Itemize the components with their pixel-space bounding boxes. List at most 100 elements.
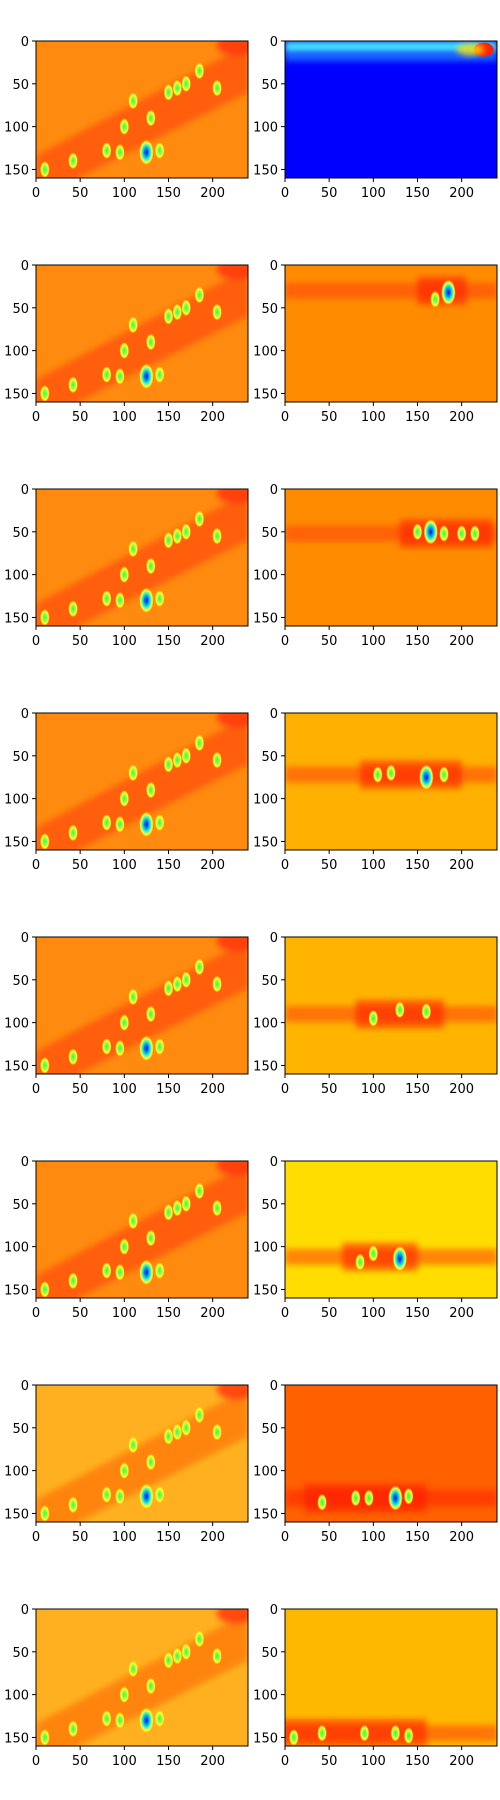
heatmap-blob [155,1038,165,1055]
y-tick-label: 0 [270,931,278,946]
heatmap-blob [68,376,78,393]
y-tick-label: 150 [253,163,278,178]
x-tick-label: 50 [72,1306,89,1321]
x-tick-label: 100 [361,1306,386,1321]
x-tick-label: 100 [112,1306,137,1321]
heatmap-blob [404,1488,414,1505]
x-tick-label: 100 [361,1530,386,1545]
heatmap-blob [68,1496,78,1513]
heatmap-blob [439,766,449,783]
heatmap-blob [355,1254,365,1271]
heatmap-blob [470,525,480,542]
x-tick-label: 200 [449,1530,474,1545]
y-tick-label: 150 [4,1283,29,1298]
x-tick-label: 100 [112,410,137,425]
heatmap-blob [391,1725,401,1742]
y-tick-label: 50 [261,750,278,765]
x-tick-label: 50 [321,634,338,649]
heatmap-blob [360,1725,370,1742]
x-tick-label: 0 [32,858,40,873]
heatmap-blob [128,1661,138,1678]
heatmap-blob [115,1040,125,1057]
x-tick-label: 150 [156,634,181,649]
x-tick-label: 200 [200,1754,225,1769]
heatmap-blob [120,1462,130,1479]
x-tick-label: 100 [112,1082,137,1097]
heatmap-blob [181,1195,191,1212]
x-tick-label: 50 [72,1754,89,1769]
heatmap-blob [40,1729,50,1746]
y-tick-label: 150 [253,611,278,626]
x-tick-label: 200 [200,634,225,649]
heatmap-blob [212,1648,222,1665]
x-tick-label: 0 [281,634,289,649]
heatmap-blob [115,368,125,385]
heatmap-blob [155,814,165,831]
right-heatmap-image [285,1161,497,1298]
x-tick-label: 150 [405,1082,430,1097]
heatmap-blob [139,588,153,613]
x-tick-label: 50 [72,1082,89,1097]
heatmap-corner-hotspot [217,1155,253,1175]
heatmap-blob [364,1490,374,1507]
x-tick-label: 100 [361,186,386,201]
heatmap-blob [181,747,191,764]
x-tick-label: 100 [361,410,386,425]
heatmap-blob [181,299,191,316]
heatmap-blob [164,756,174,773]
x-tick-label: 50 [321,1530,338,1545]
left-heatmap-image [36,259,253,423]
heatmap-blob [139,140,153,165]
x-tick-label: 150 [156,1530,181,1545]
heatmap-blob [102,142,112,159]
x-tick-label: 200 [200,410,225,425]
left-heatmap-panel: 0 50 100 150 200 0 50 100 150 [4,931,253,1097]
x-tick-label: 200 [200,858,225,873]
heatmap-blob [164,532,174,549]
heatmap-blob [181,971,191,988]
heatmap-corner-hotspot [217,35,253,55]
y-tick-label: 100 [253,569,278,584]
y-tick-label: 0 [21,1603,29,1618]
right-heatmap-panel: 0 50 100 150 200 0 50 100 150 [253,483,497,649]
heatmap-blob [422,1003,432,1020]
heatmap-blob [146,1678,156,1695]
y-tick-label: 100 [4,569,29,584]
y-tick-label: 150 [4,1507,29,1522]
x-tick-label: 100 [112,186,137,201]
heatmap-blob [195,735,205,752]
heatmap-blob [139,1484,153,1509]
x-tick-label: 0 [281,410,289,425]
heatmap-blob [139,364,153,389]
x-tick-label: 0 [32,1306,40,1321]
heatmap-blob [395,1001,405,1018]
heatmap-blob [68,1720,78,1737]
left-heatmap-image [36,931,253,1095]
x-tick-label: 200 [449,1306,474,1321]
heatmap-blob [102,366,112,383]
heatmap-blob [181,75,191,92]
y-tick-label: 50 [12,1422,29,1437]
x-tick-label: 150 [405,1754,430,1769]
y-tick-label: 100 [253,793,278,808]
heatmap-blob [102,1038,112,1055]
heatmap-activation-region [276,1719,426,1747]
heatmap-corner-hotspot [217,1379,253,1399]
heatmap-blob [413,523,423,540]
heatmap-corner-hotspot [217,259,253,279]
heatmap-blob [155,1710,165,1727]
y-tick-label: 100 [253,1241,278,1256]
heatmap-blob [212,752,222,769]
heatmap-blob [146,1006,156,1023]
x-tick-label: 0 [281,1754,289,1769]
heatmap-blob [212,976,222,993]
right-heatmap-image [285,41,497,178]
x-tick-label: 150 [156,410,181,425]
y-tick-label: 50 [12,750,29,765]
heatmap-blob [146,1230,156,1247]
heatmap-blob [430,291,440,308]
heatmap-blob [115,592,125,609]
y-tick-label: 50 [12,78,29,93]
y-tick-label: 150 [4,163,29,178]
